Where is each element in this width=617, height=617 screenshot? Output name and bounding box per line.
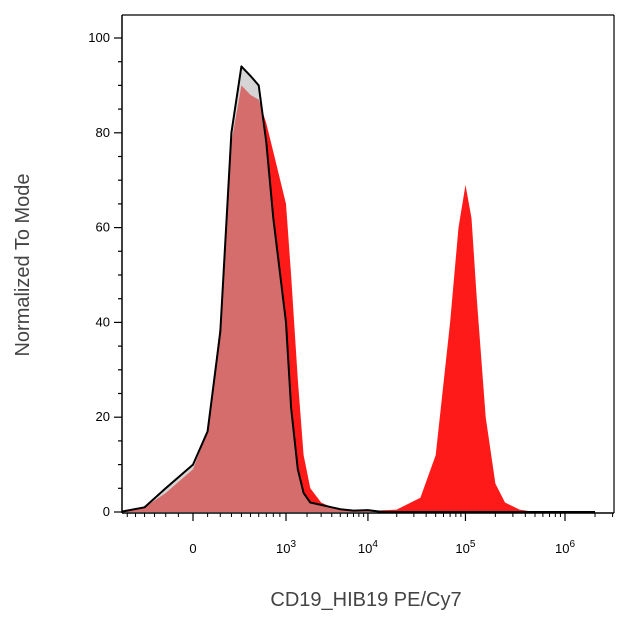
- y-tick-label: 80: [96, 125, 110, 140]
- x-tick-label: 104: [358, 539, 378, 556]
- series-2-outline: [122, 65, 595, 513]
- series-2-overlay: [122, 66, 595, 512]
- x-tick-label: 103: [276, 539, 296, 556]
- y-axis-title: Normalized To Mode: [12, 173, 34, 356]
- y-tick-label: 0: [103, 504, 110, 519]
- y-tick-label: 100: [88, 30, 110, 45]
- plot-frame: [121, 14, 615, 514]
- y-tick-label: 20: [96, 409, 110, 424]
- y-tick-label: 60: [96, 220, 110, 235]
- x-tick-label: 0: [189, 541, 196, 556]
- y-tick-label: 40: [96, 314, 110, 329]
- series-layer: [122, 65, 595, 513]
- x-axis-title: CD19_HIB19 PE/Cy7: [270, 589, 461, 611]
- y-axis: 0 20 40 60 80 100: [88, 30, 122, 519]
- x-axis: 0 103 104 105 106: [126, 513, 614, 556]
- series-1-area: [122, 85, 595, 512]
- x-tick-label: 106: [555, 539, 575, 556]
- x-tick-label: 105: [455, 539, 475, 556]
